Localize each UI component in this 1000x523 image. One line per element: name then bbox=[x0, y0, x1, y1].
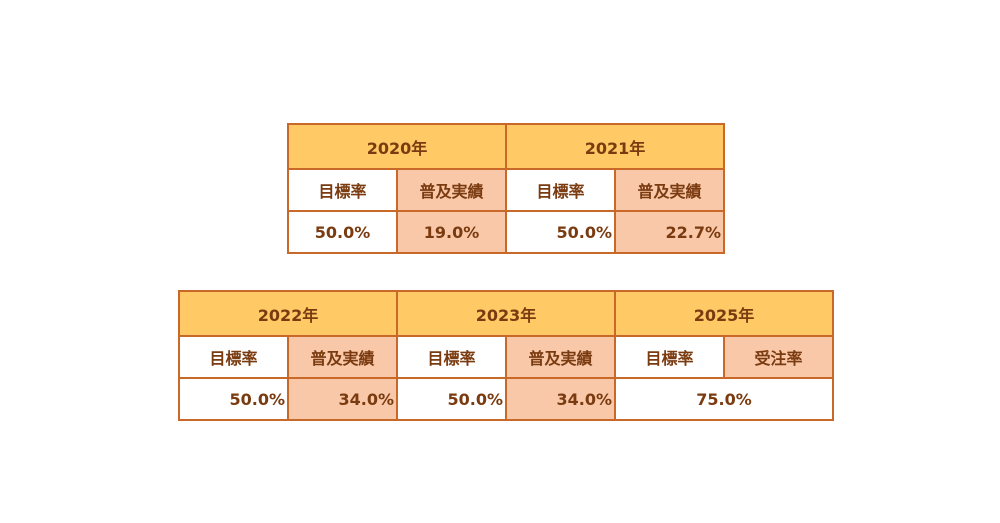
value-row: 50.0% 34.0% 50.0% 34.0% 75.0% bbox=[178, 377, 835, 421]
adoption-result-value-2023: 34.0% bbox=[505, 377, 617, 421]
target-rate-label: 目標率 bbox=[614, 335, 726, 379]
stats-table-2020-2021: 2020年 2021年 目標率 普及実績 目標率 普及実績 50.0% 19.0… bbox=[286, 123, 726, 254]
label-row: 目標率 普及実績 目標率 普及実績 目標率 受注率 bbox=[178, 335, 835, 379]
adoption-result-value-2021: 22.7% bbox=[614, 210, 726, 254]
label-row: 目標率 普及実績 目標率 普及実績 bbox=[287, 168, 726, 212]
year-header-2025: 2025年 bbox=[614, 290, 835, 337]
target-rate-value-2021: 50.0% bbox=[505, 210, 617, 254]
adoption-result-value-2020: 19.0% bbox=[395, 210, 508, 254]
merged-value-2025: 75.0% bbox=[614, 377, 835, 421]
target-rate-label: 目標率 bbox=[505, 168, 617, 212]
year-header-row: 2022年 2023年 2025年 bbox=[177, 290, 835, 337]
target-rate-value-2022: 50.0% bbox=[178, 377, 289, 421]
target-rate-value-2020: 50.0% bbox=[287, 210, 398, 254]
target-rate-label: 目標率 bbox=[287, 168, 398, 212]
adoption-result-label: 普及実績 bbox=[395, 168, 508, 212]
order-rate-label: 受注率 bbox=[723, 335, 835, 379]
adoption-result-label: 普及実績 bbox=[505, 335, 617, 379]
year-header-row: 2020年 2021年 bbox=[286, 123, 726, 170]
year-header-2020: 2020年 bbox=[286, 123, 508, 170]
target-rate-label: 目標率 bbox=[396, 335, 508, 379]
stats-table-2022-2025: 2022年 2023年 2025年 目標率 普及実績 目標率 普及実績 目標率 … bbox=[177, 290, 835, 421]
adoption-result-label: 普及実績 bbox=[614, 168, 726, 212]
year-header-2022: 2022年 bbox=[177, 290, 399, 337]
target-rate-value-2023: 50.0% bbox=[396, 377, 508, 421]
value-row: 50.0% 19.0% 50.0% 22.7% bbox=[287, 210, 726, 254]
adoption-result-value-2022: 34.0% bbox=[286, 377, 399, 421]
year-header-2021: 2021年 bbox=[505, 123, 726, 170]
adoption-result-label: 普及実績 bbox=[286, 335, 399, 379]
year-header-2023: 2023年 bbox=[396, 290, 617, 337]
target-rate-label: 目標率 bbox=[178, 335, 289, 379]
